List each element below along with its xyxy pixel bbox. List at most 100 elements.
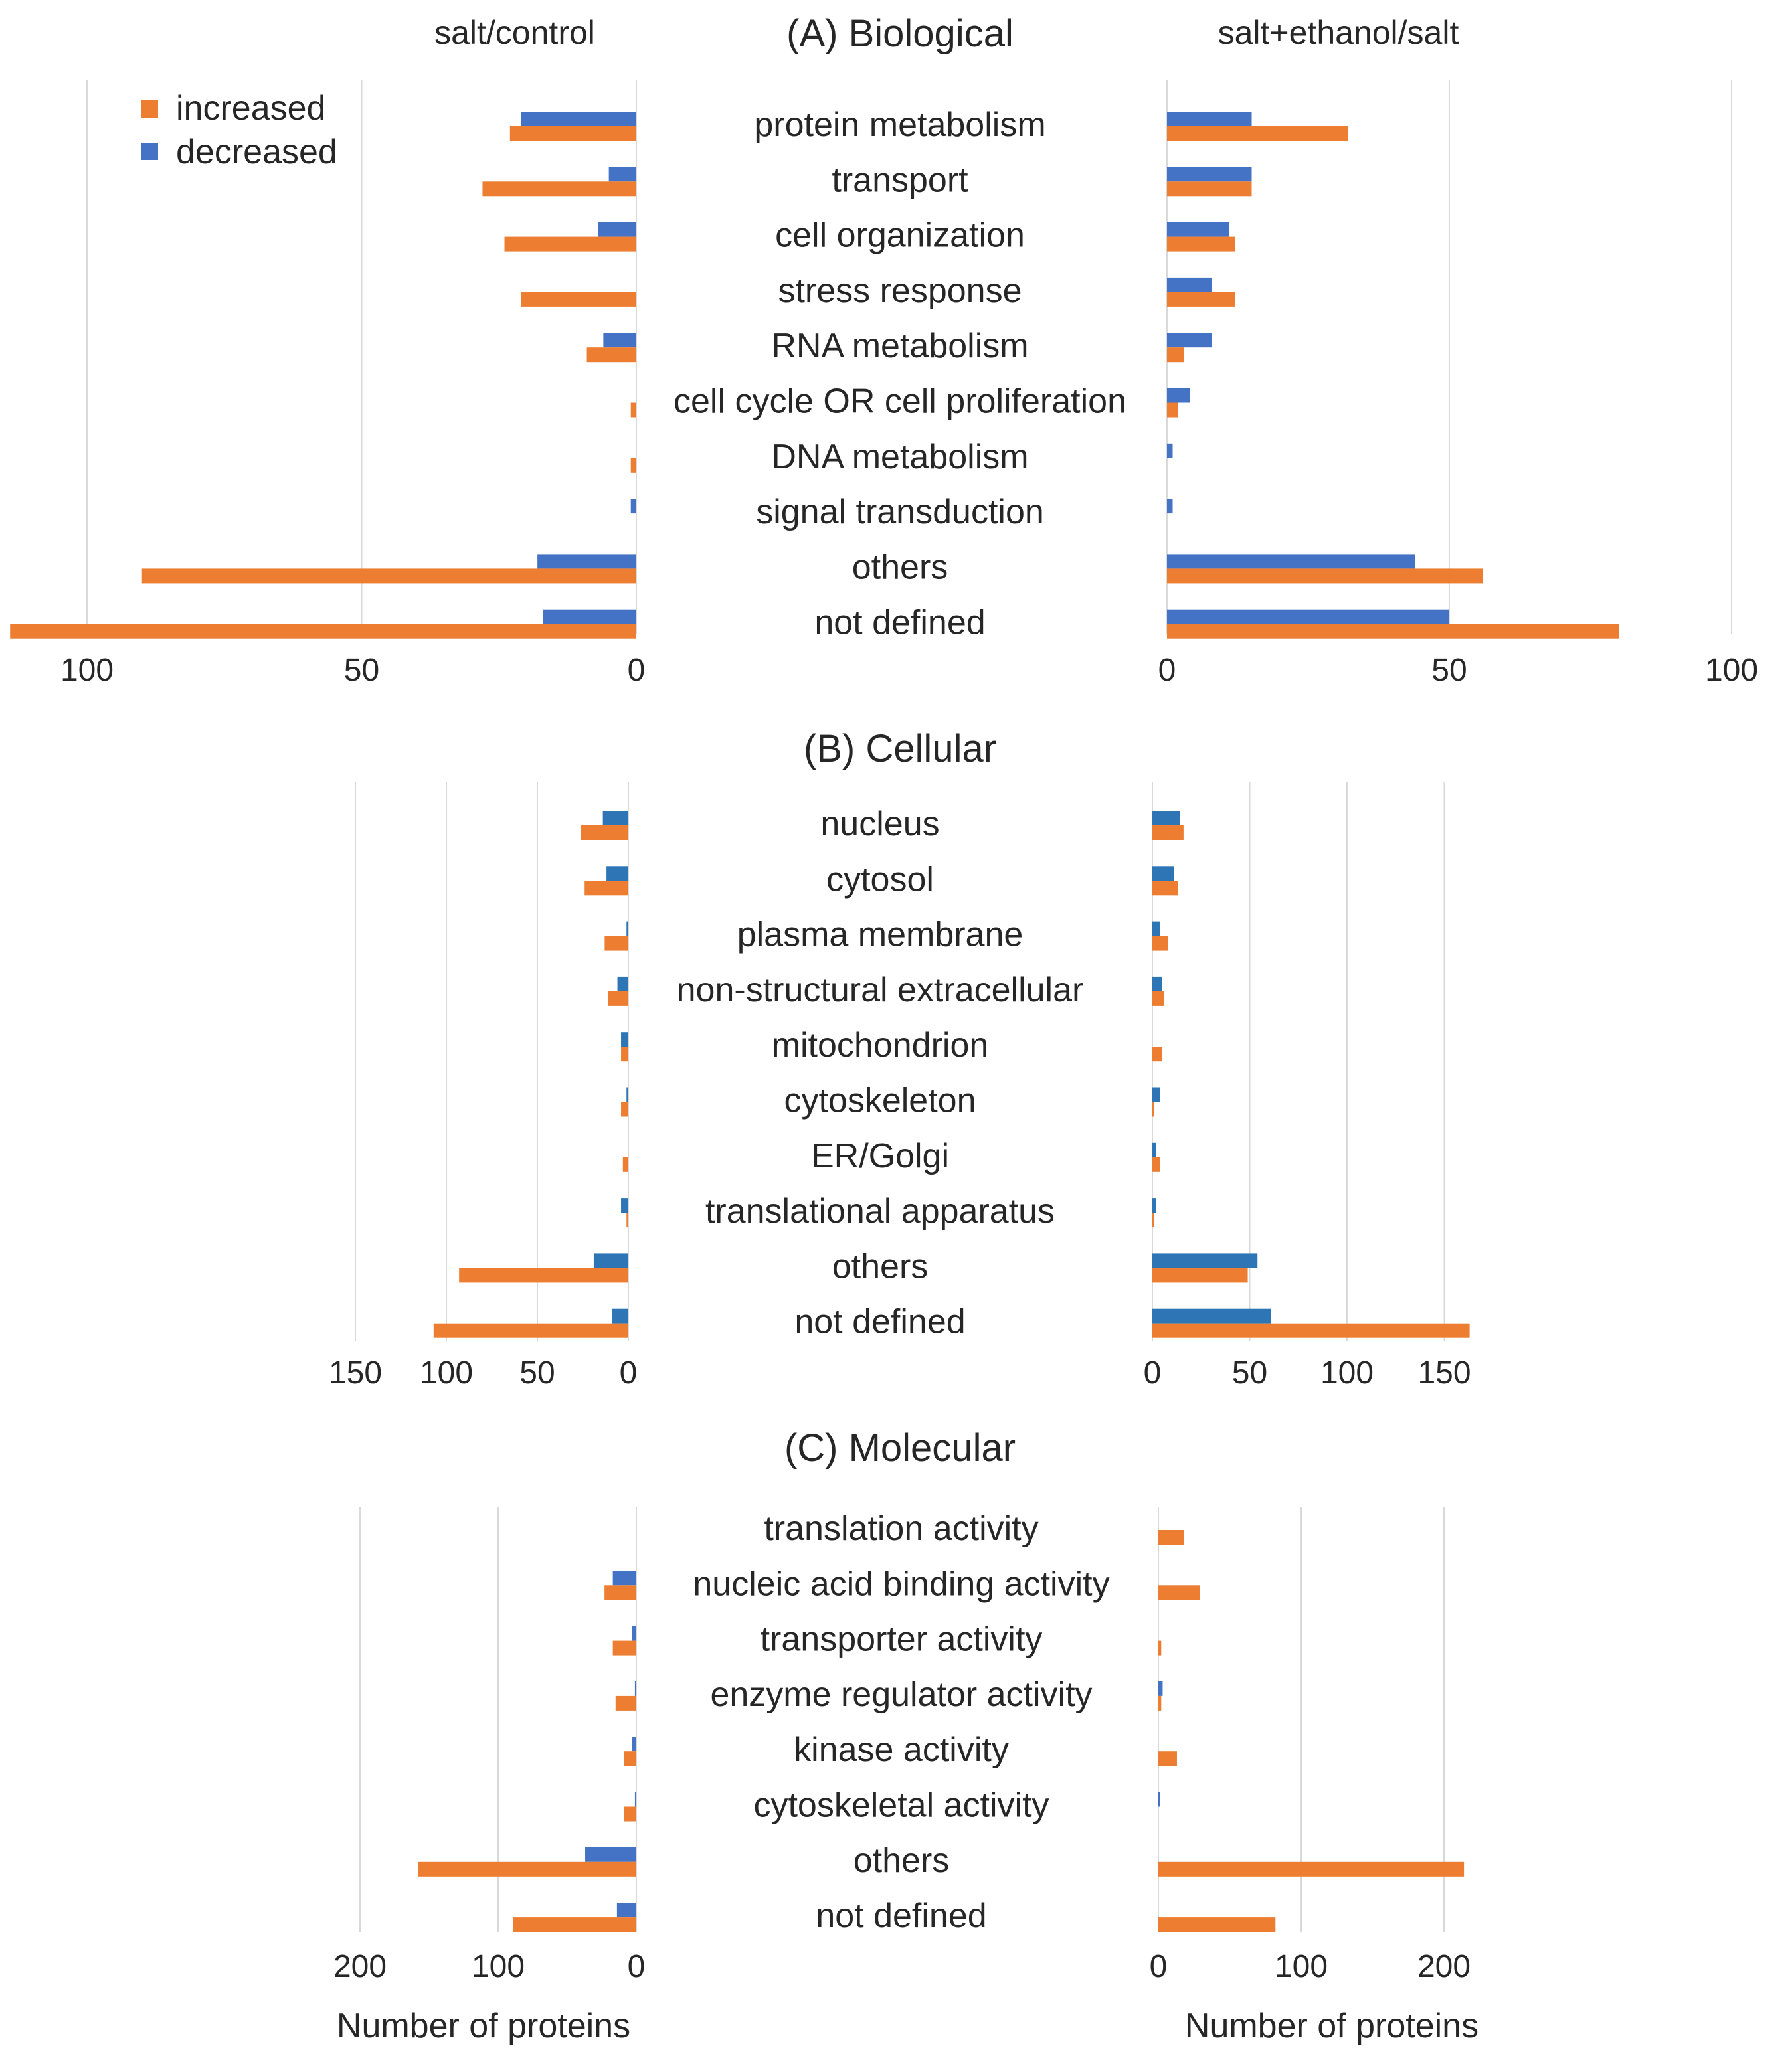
bar-left-decreased [616,1903,636,1918]
bar-left-decreased [632,1737,636,1752]
panel-cellular: (B) Cellular nucleus cytosol plasma membran… [329,727,1471,1391]
category-label: protein metabolism [754,106,1045,144]
bar-right-increased [1152,1157,1160,1172]
bar-left-increased [581,825,628,840]
bar-left-increased [624,1751,636,1766]
bar-right-increased [1158,1695,1162,1711]
bar-left-decreased [585,1847,636,1862]
tick-label-left: 150 [329,1355,382,1391]
tick-label-left: 200 [333,1949,387,1984]
bar-right-decreased [1152,1253,1258,1268]
bar-left-decreased [621,1032,628,1047]
header-left: salt/control [434,14,595,51]
bar-right-increased [1167,126,1348,141]
x-axis-label-right: Number of proteins [1185,2007,1478,2045]
bar-right-decreased [1167,554,1415,569]
bar-left-increased [418,1861,636,1877]
category-label: ER/Golgi [811,1137,949,1175]
bar-right-decreased [1167,277,1212,292]
panel-title: (C) Molecular [784,1426,1016,1470]
tick-label-left: 100 [472,1949,525,1984]
bar-right-increased [1167,236,1235,252]
bar-left-increased [141,568,636,584]
bar-left-decreased [598,222,636,237]
bar-right-increased [1167,402,1178,418]
bar-left-increased [521,292,636,307]
tick-label-right: 150 [1417,1355,1471,1391]
tick-label-left: 50 [519,1355,555,1391]
bar-left-decreased [626,921,628,936]
bar-right-increased [1158,1585,1200,1600]
category-label: translational apparatus [705,1192,1055,1231]
bar-left-increased [513,1917,636,1932]
bar-left-decreased [626,1087,628,1102]
bar-left-increased [621,1102,628,1117]
bar-left-increased [604,1585,636,1600]
category-label: enzyme regulator activity [710,1675,1092,1714]
tick-label-left: 50 [344,653,379,688]
tick-label-right: 50 [1232,1355,1267,1391]
bar-left-increased [482,181,636,197]
bar-left-increased [621,1047,628,1062]
bar-left-increased [459,1268,628,1283]
bar-right-increased [1167,292,1235,307]
bar-left-decreased [606,866,628,881]
category-label: DNA metabolism [771,438,1028,476]
bar-right-decreased [1167,499,1173,514]
tick-label-right: 0 [1150,1949,1168,1984]
bar-right-increased [1152,1047,1162,1062]
legend-swatch-decreased [141,143,158,160]
category-label: nucleus [820,805,939,843]
panel-title: (A) Biological [786,12,1014,55]
category-label: not defined [794,1303,965,1341]
category-label: cell cycle OR cell proliferation [673,383,1126,421]
bar-left-increased [10,624,637,639]
category-label: cytosol [826,860,934,899]
category-label: kinase activity [794,1731,1009,1769]
bar-right-decreased [1152,1308,1271,1324]
bar-right-decreased [1167,222,1229,237]
tick-label-left: 100 [60,653,114,688]
panel-molecular: (C) Molecular translation activity nucleic… [333,1426,1471,1984]
bar-right-increased [1152,991,1164,1006]
bar-left-decreased [537,554,636,569]
bar-left-increased [630,402,636,418]
bar-left-increased [624,1806,636,1822]
tick-label-right: 0 [1158,653,1176,688]
bar-left-increased [626,1213,628,1228]
bar-left-increased [433,1323,628,1338]
bar-left-decreased [602,811,628,825]
bar-right-decreased [1167,388,1190,403]
category-label: cell organization [775,216,1025,255]
bar-left-increased [504,236,636,252]
category-label: cytoskeleton [784,1082,976,1120]
bar-right-increased [1167,624,1619,639]
category-label: transport [832,161,968,199]
bar-left-increased [586,347,636,363]
bar-right-increased [1158,1751,1177,1766]
bar-left-decreased [603,333,636,348]
bar-left-decreased [612,1308,628,1324]
category-label: not defined [816,1897,986,1935]
bar-right-decreased [1152,1142,1156,1157]
bar-left-decreased [634,1681,636,1696]
tick-label-right: 200 [1417,1949,1471,1984]
legend-label-decreased: decreased [176,133,337,171]
bar-right-decreased [1167,609,1449,624]
bar-left-decreased [617,976,628,991]
bar-left-increased [604,936,628,951]
category-label: mitochondrion [772,1026,989,1065]
tick-label-left: 0 [628,653,646,688]
bar-left-decreased [634,1792,636,1807]
category-label: others [832,1247,929,1286]
bar-right-increased [1167,347,1184,363]
category-label: not defined [814,604,985,642]
panel-title: (B) Cellular [804,727,996,770]
bar-right-decreased [1158,1681,1163,1696]
legend-label-increased: increased [176,89,325,128]
bar-right-increased [1152,1268,1248,1283]
bar-left-increased [615,1695,636,1711]
bar-left-decreased [543,609,636,624]
bar-left-decreased [630,499,636,514]
